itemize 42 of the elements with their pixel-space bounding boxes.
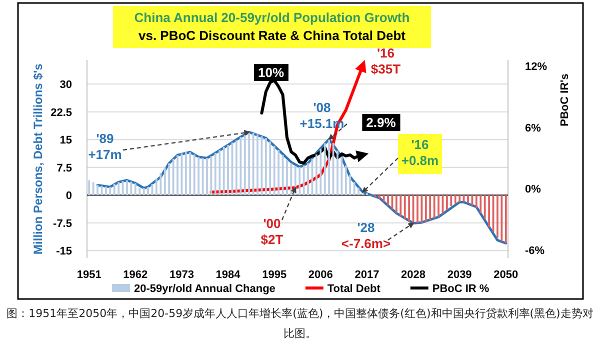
y-tick-label: 22.5: [50, 106, 72, 119]
x-tick-label: 2039: [447, 269, 472, 281]
annotation: '89 +17m: [88, 131, 122, 162]
y-tick-label: 7.5: [56, 162, 72, 174]
annotation: '16 $35T: [370, 46, 401, 77]
x-tick-label: 1973: [169, 269, 194, 281]
x-tick-label: 2006: [308, 269, 333, 281]
y2-axis-title: PBoC IR's: [559, 74, 571, 126]
y-tick-label: -15: [56, 246, 72, 258]
legend-label: Total Debt: [327, 283, 381, 295]
annotation: '16 +0.8m: [362, 134, 442, 193]
annotation: 2.9%: [366, 115, 396, 130]
legend-item: PBoC IR %: [410, 283, 490, 295]
text: 图：1951年至2050年，中国20-59岁成年人人口年增长率(蓝色)，中国整体债务(红色)和中国央行贷款利率(黑色)走势对比图。: [6, 306, 594, 342]
legend-item: Total Debt: [305, 283, 380, 295]
x-tick-label: 2028: [401, 269, 426, 281]
x-tick-label: 1962: [123, 269, 148, 281]
x-tick-label: 2017: [354, 269, 380, 281]
title: China Annual 20-59yr/old Population Growth: [134, 10, 410, 25]
y-axis-title: Million Persons, Debt Trillions $'s: [31, 63, 45, 254]
y2-tick-label: 12%: [525, 61, 548, 74]
y-tick-label: 15: [60, 134, 72, 147]
annotation: '16 +0.8m: [401, 137, 439, 168]
annotation: '00 $2T: [260, 216, 284, 247]
y2-tick-label: -6%: [525, 244, 545, 257]
y-tick-label: 0: [66, 190, 72, 202]
y2-tick-label: 0%: [525, 184, 542, 196]
subtitle: vs. PBoC Discount Rate & China Total Debt: [138, 28, 406, 43]
x-tick-label: 2050: [494, 269, 518, 281]
y2-tick-label: 6%: [525, 122, 542, 134]
x-tick-label: 1995: [262, 269, 287, 281]
legend-item: 20-59yr/old Annual Change: [112, 283, 276, 295]
annotation: 10%: [258, 65, 284, 80]
legend-label: PBoC IR %: [432, 283, 490, 295]
annotation: '28 <-7.6m>: [341, 220, 391, 251]
annotation: '28 <-7.6m>: [341, 220, 414, 251]
y-tick-label: -7.5: [53, 218, 72, 230]
x-tick-label: 1951: [76, 269, 102, 281]
annotation: '00 $2T: [260, 186, 296, 247]
annotation: '89 +17m: [88, 130, 250, 162]
x-tick-label: 1984: [216, 269, 242, 281]
y-tick-label: 30: [60, 79, 72, 92]
